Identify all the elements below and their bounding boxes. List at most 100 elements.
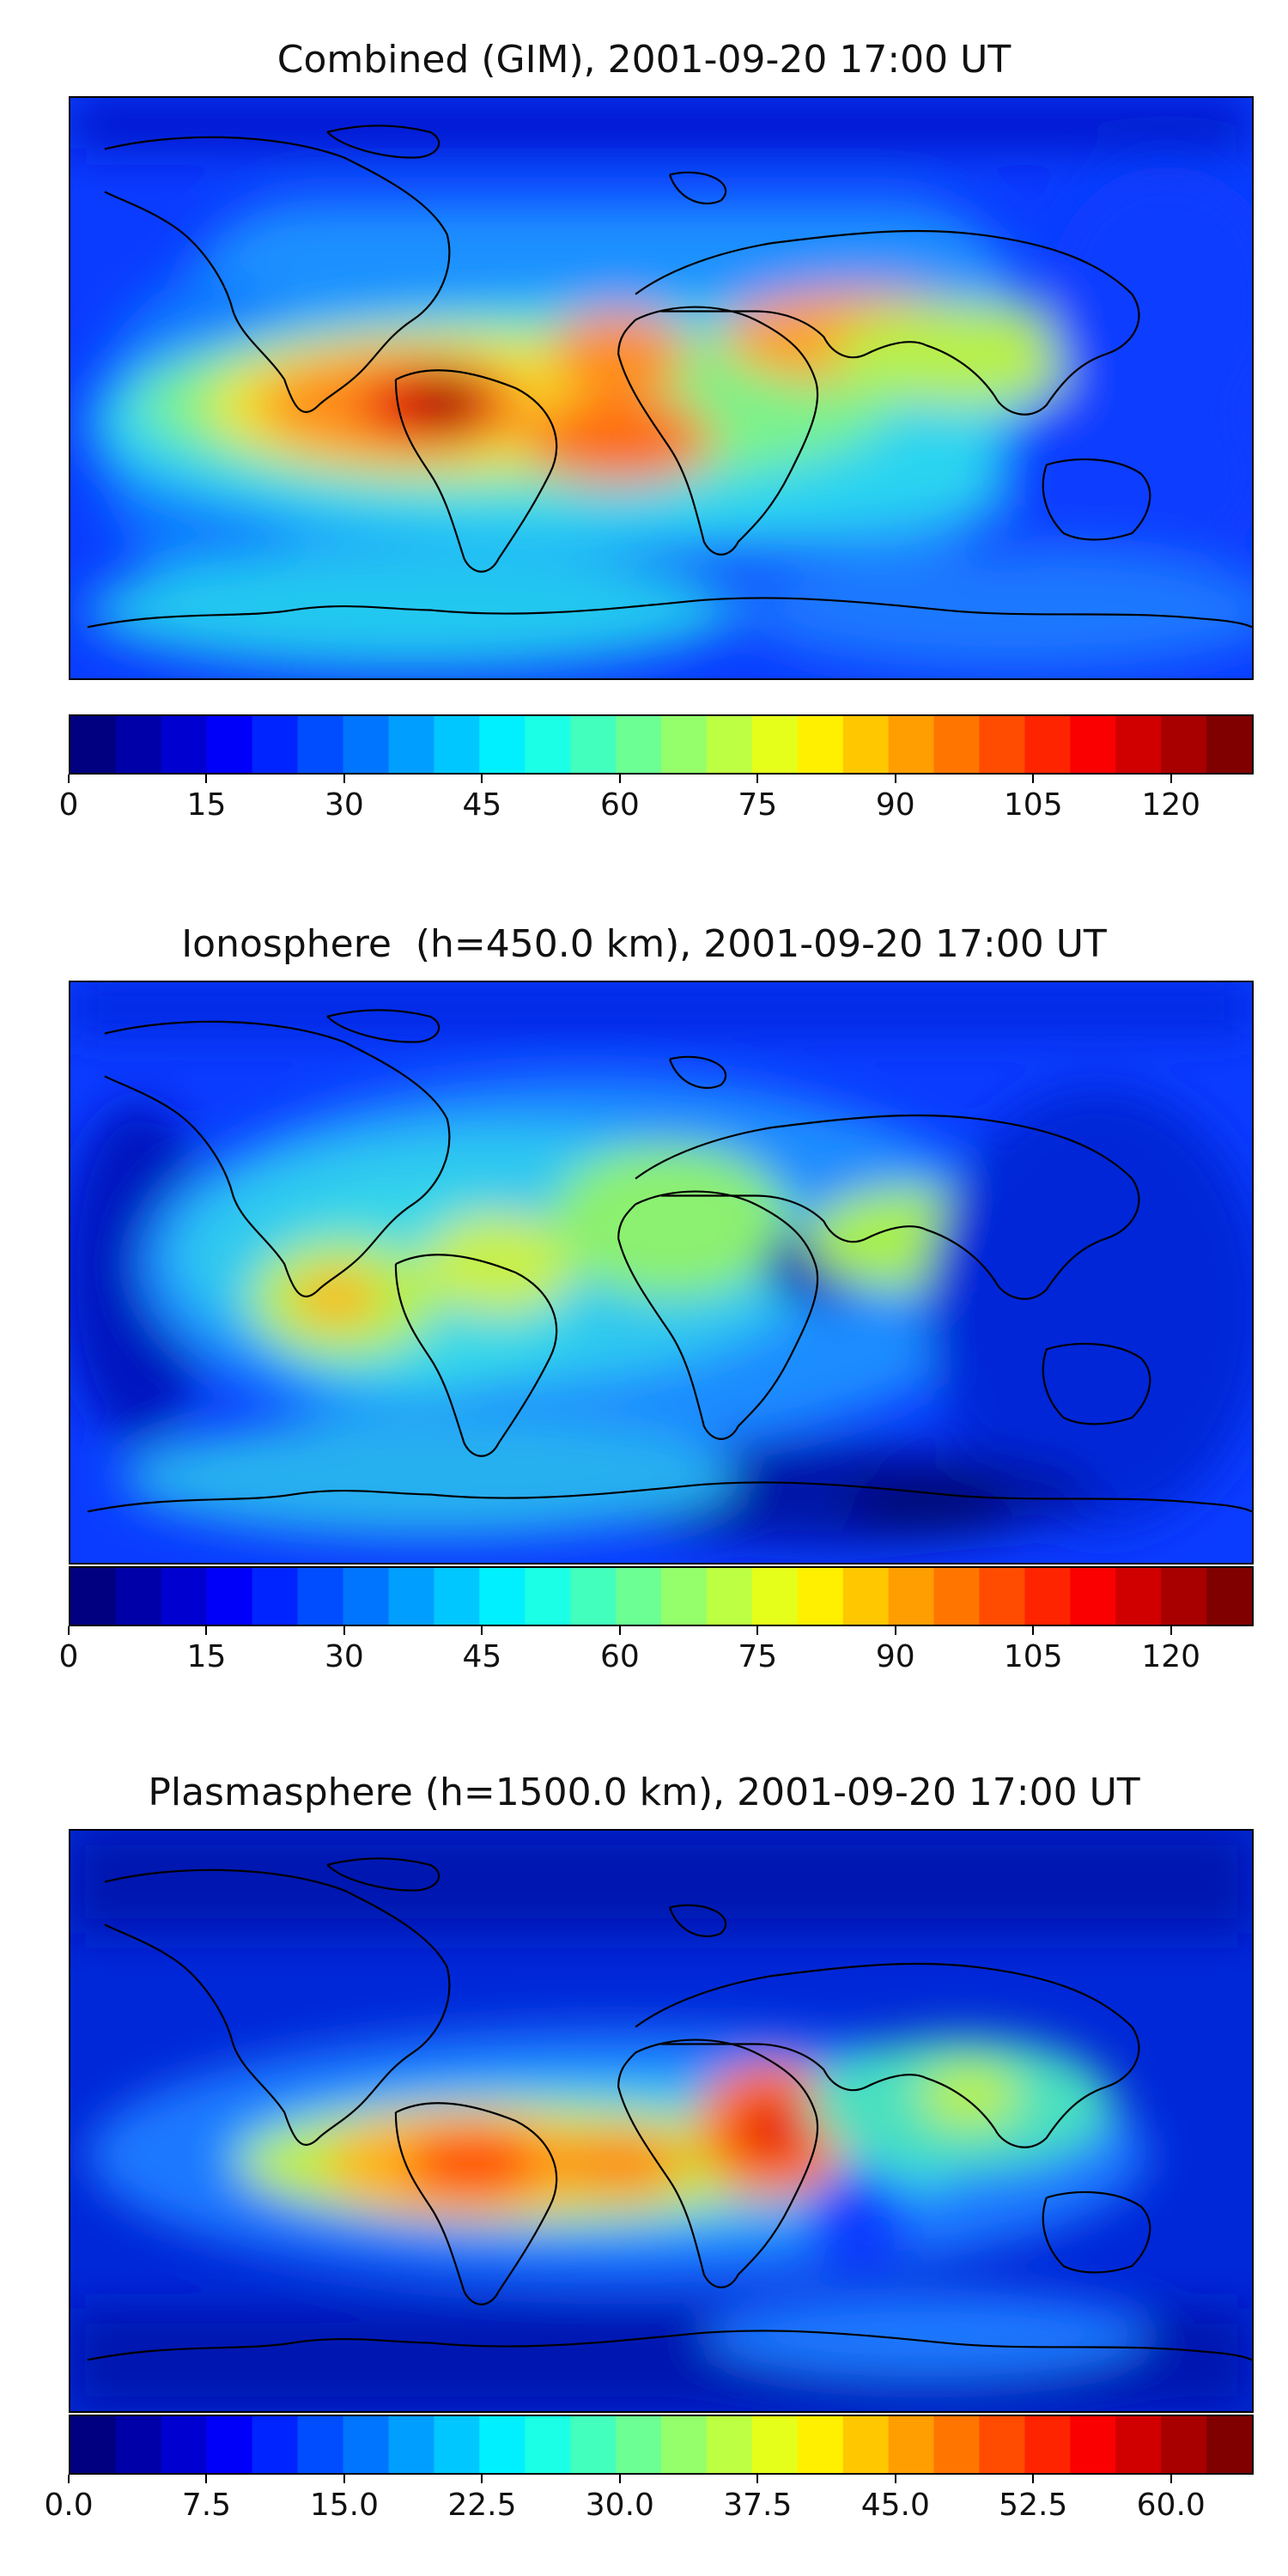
colorbar-swatch <box>570 2416 617 2473</box>
colorbar-swatch <box>661 2416 708 2473</box>
colorbar-swatch <box>1206 1568 1252 1625</box>
colorbar-swatch <box>979 716 1025 773</box>
colorbar-ionosphere-swatches <box>70 1568 1252 1625</box>
colorbar-tick <box>205 2475 208 2483</box>
colorbar-tick <box>68 1626 70 1635</box>
colorbar-tick-label: 60 <box>599 787 640 823</box>
colorbar-swatch <box>616 716 662 773</box>
colorbar-tick <box>894 775 896 783</box>
colorbar-swatch <box>979 2416 1025 2473</box>
colorbar-tick <box>618 1626 621 1635</box>
colorbar-tick <box>68 775 70 783</box>
colorbar-swatch <box>252 1568 299 1625</box>
colorbar-swatch <box>434 2416 480 2473</box>
colorbar-tick <box>1032 1626 1035 1635</box>
colorbar-ticks-combined: 0 15 30 45 60 75 90 105 120 <box>59 775 1254 826</box>
colorbar-swatch <box>206 716 253 773</box>
colorbar-swatch <box>1206 716 1252 773</box>
colorbar-tick-label: 15 <box>186 787 227 823</box>
colorbar-swatch <box>297 2416 344 2473</box>
colorbar-tick-label: 30 <box>325 1639 364 1674</box>
colorbar-swatch <box>1070 716 1116 773</box>
colorbar-tick <box>618 2475 621 2483</box>
colorbar-swatch <box>1070 2416 1116 2473</box>
colorbar-tick <box>756 2475 759 2483</box>
colorbar-swatch <box>1161 1568 1207 1625</box>
colorbar-swatch <box>70 2416 117 2473</box>
colorbar-swatch <box>388 1568 434 1625</box>
colorbar-swatch <box>343 1568 390 1625</box>
coastlines <box>87 1009 1252 1513</box>
colorbar-tick <box>1170 1626 1172 1635</box>
colorbar-tick <box>343 2475 345 2483</box>
colorbar-swatch <box>297 1568 344 1625</box>
colorbar-combined <box>69 714 1254 775</box>
colorbar-tick <box>1170 2475 1172 2483</box>
colorbar-tick-label: 30.0 <box>585 2488 654 2523</box>
colorbar-swatch <box>888 716 935 773</box>
colorbar-swatch <box>706 2416 753 2473</box>
colorbar-tick-label: 0 <box>58 1639 79 1674</box>
colorbar-tick-label: 7.5 <box>181 2488 232 2523</box>
colorbar-swatch <box>797 716 844 773</box>
colorbar-tick-label: 120 <box>1141 1639 1201 1674</box>
colorbar-tick-label: 45 <box>462 787 502 823</box>
colorbar-swatch <box>343 716 390 773</box>
colorbar-tick-label: 120 <box>1141 787 1201 823</box>
colorbar-swatch <box>343 2416 390 2473</box>
colorbar-swatch <box>1115 2416 1162 2473</box>
map-ionosphere <box>69 981 1254 1564</box>
colorbar-swatch <box>206 2416 253 2473</box>
colorbar-swatch <box>388 2416 434 2473</box>
colorbar-tick-label: 22.5 <box>447 2488 517 2523</box>
colorbar-swatch <box>1024 716 1071 773</box>
colorbar-combined-swatches <box>70 716 1252 773</box>
tec-map-combined <box>70 98 1252 678</box>
colorbar-swatch <box>616 1568 662 1625</box>
colorbar-swatch <box>297 716 344 773</box>
colorbar-swatch <box>1024 1568 1071 1625</box>
colorbar-swatch <box>70 1568 117 1625</box>
colorbar-swatch <box>706 1568 753 1625</box>
colorbar-swatch <box>842 2416 890 2473</box>
colorbar-swatch <box>751 716 799 773</box>
colorbar-swatch <box>842 1568 890 1625</box>
colorbar-swatch <box>1206 2416 1252 2473</box>
colorbar-ticks-plasmasphere: 0.0 7.5 15.0 22.5 30.0 37.5 45.0 52.5 60.0 <box>44 2475 1254 2526</box>
colorbar-swatch <box>434 1568 480 1625</box>
colorbar-tick-label: 37.5 <box>723 2488 793 2523</box>
panel-title-plasmasphere: Plasmasphere (h=1500.0 km), 2001-09-20 1… <box>148 1771 1140 1814</box>
colorbar-swatch <box>525 1568 571 1625</box>
colorbar-swatch <box>115 2416 162 2473</box>
colorbar-tick-label: 75 <box>738 787 778 823</box>
colorbar-swatch <box>525 2416 571 2473</box>
colorbar-tick-label: 45 <box>462 1639 502 1674</box>
colorbar-swatch <box>661 716 708 773</box>
coastlines <box>87 125 1252 629</box>
panel-title-combined: Combined (GIM), 2001-09-20 17:00 UT <box>276 38 1012 82</box>
colorbar-swatch <box>479 716 526 773</box>
colorbar-tick-label: 52.5 <box>999 2488 1068 2523</box>
colorbar-tick-label: 105 <box>1003 787 1063 823</box>
colorbar-tick <box>1170 775 1172 783</box>
colorbar-swatch <box>161 716 208 773</box>
colorbar-tick <box>894 2475 896 2483</box>
colorbar-tick-label: 60 <box>599 1639 640 1674</box>
colorbar-tick <box>205 1626 208 1635</box>
colorbar-tick <box>756 775 759 783</box>
colorbar-swatch <box>252 2416 299 2473</box>
panel-title-ionosphere: Ionosphere (h=450.0 km), 2001-09-20 17:0… <box>181 922 1107 966</box>
colorbar-tick-label: 45.0 <box>860 2488 930 2523</box>
colorbar-swatch <box>888 2416 935 2473</box>
colorbar-swatch <box>525 716 571 773</box>
colorbar-tick <box>68 2475 70 2483</box>
colorbar-swatch <box>888 1568 935 1625</box>
colorbar-plasmasphere <box>69 2415 1254 2475</box>
colorbar-swatch <box>842 716 890 773</box>
colorbar-tick <box>1032 2475 1035 2483</box>
colorbar-swatch <box>206 1568 253 1625</box>
colorbar-swatch <box>751 1568 799 1625</box>
colorbar-swatch <box>933 2416 981 2473</box>
colorbar-swatch <box>388 716 434 773</box>
colorbar-swatch <box>1070 1568 1116 1625</box>
